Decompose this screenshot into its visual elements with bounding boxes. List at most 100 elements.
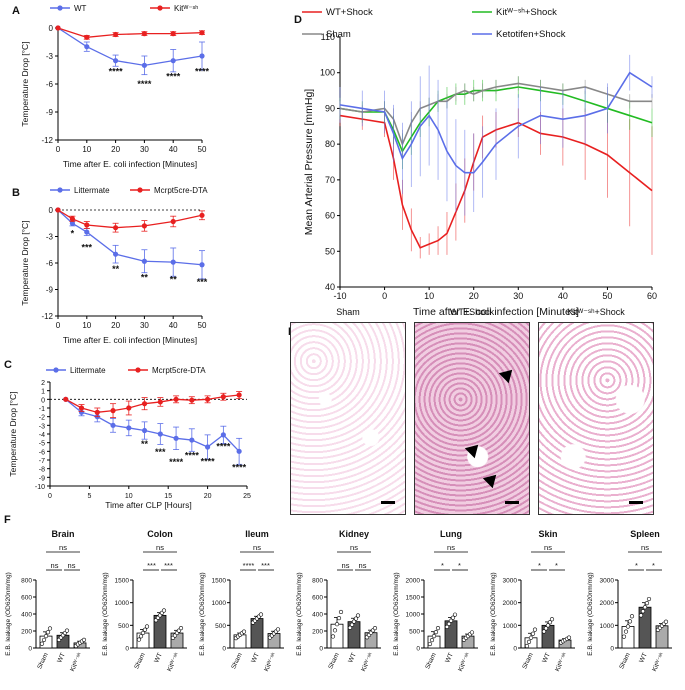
data-point bbox=[332, 628, 338, 633]
legend-marker bbox=[157, 5, 163, 11]
y-tick-label: 1000 bbox=[115, 600, 130, 607]
y-tick-label: 1000 bbox=[600, 623, 615, 630]
data-point bbox=[334, 622, 340, 627]
y-tick-label: 0 bbox=[416, 646, 420, 653]
scale-bar bbox=[381, 501, 395, 504]
x-tick-label: WT bbox=[153, 652, 164, 664]
y-tick-label: 400 bbox=[312, 612, 323, 619]
data-point bbox=[258, 612, 264, 617]
significance-label: **** bbox=[232, 462, 247, 472]
data-point bbox=[275, 627, 281, 632]
legend-label: WT bbox=[74, 4, 87, 13]
data-point bbox=[78, 405, 85, 411]
significance-label: ns bbox=[350, 543, 358, 552]
data-point bbox=[469, 630, 475, 635]
significance-label: **** bbox=[201, 456, 216, 466]
significance-label: **** bbox=[169, 457, 184, 467]
y-axis-label: E.B. leakage (OD620nm/mg) bbox=[199, 572, 206, 655]
histology-title-wt-shock: WT+Shock bbox=[449, 307, 495, 317]
x-tick-label: Sham bbox=[521, 652, 535, 670]
significance-label: * bbox=[635, 561, 638, 570]
x-tick-label: Kitᵂ⁻ˢʰ bbox=[166, 651, 181, 672]
x-axis-label: Time after E. coli infection [Minutes] bbox=[63, 335, 197, 345]
data-point bbox=[199, 212, 205, 218]
significance-label: **** bbox=[195, 67, 210, 77]
data-point bbox=[372, 626, 378, 631]
data-point bbox=[41, 637, 47, 643]
y-tick-label: 1500 bbox=[115, 578, 130, 585]
data-point bbox=[205, 444, 211, 450]
y-tick-label: 2000 bbox=[406, 578, 421, 585]
data-point bbox=[110, 408, 116, 414]
panel-letter: F bbox=[4, 514, 11, 526]
data-point bbox=[157, 399, 163, 405]
data-point bbox=[170, 30, 176, 37]
x-tick-label: WT bbox=[444, 652, 455, 664]
y-tick-label: 0 bbox=[610, 646, 614, 653]
significance-label: * bbox=[555, 561, 558, 570]
data-point bbox=[642, 605, 648, 610]
y-tick-label: 400 bbox=[21, 612, 32, 619]
data-point bbox=[646, 596, 652, 602]
series-line bbox=[57, 209, 203, 266]
x-tick-label: Kitᵂ⁻ˢʰ bbox=[360, 651, 375, 672]
legend-marker bbox=[57, 5, 63, 11]
x-tick-label: 50 bbox=[602, 291, 612, 301]
data-point bbox=[110, 422, 116, 428]
data-point bbox=[55, 207, 61, 213]
data-point bbox=[429, 637, 435, 643]
x-tick-label: -10 bbox=[333, 291, 346, 301]
y-axis-label: E.B. leakage (OD620nm/mg) bbox=[393, 572, 400, 655]
data-point bbox=[338, 609, 344, 615]
significance-label: * bbox=[652, 561, 655, 570]
significance-label: ns bbox=[156, 543, 164, 552]
y-tick-label: 1000 bbox=[406, 612, 421, 619]
legend-marker bbox=[137, 187, 143, 193]
data-point bbox=[84, 44, 90, 50]
y-tick-label: 1500 bbox=[406, 595, 421, 602]
data-point bbox=[84, 229, 90, 235]
y-tick-label: 200 bbox=[21, 629, 32, 636]
x-tick-label: 40 bbox=[558, 291, 568, 301]
y-tick-label: -4 bbox=[39, 432, 45, 439]
x-tick-label: 0 bbox=[48, 493, 52, 500]
significance-label: ** bbox=[141, 273, 149, 283]
data-point bbox=[526, 639, 532, 644]
data-point bbox=[532, 627, 538, 632]
x-tick-label: 0 bbox=[56, 321, 61, 330]
data-point bbox=[39, 641, 45, 646]
legend-label: Littermate bbox=[70, 366, 106, 375]
data-point bbox=[452, 612, 458, 617]
legend-label: Mcrpt5cre-DTA bbox=[152, 366, 206, 375]
data-point bbox=[81, 637, 87, 642]
histology-image-kit-shock bbox=[538, 322, 654, 515]
data-point bbox=[138, 634, 144, 639]
x-tick-label: 5 bbox=[87, 493, 91, 500]
scale-bar bbox=[629, 501, 643, 504]
data-point bbox=[663, 619, 669, 624]
x-tick-label: 0 bbox=[382, 291, 387, 301]
legend-marker bbox=[135, 367, 141, 373]
legend-marker bbox=[57, 187, 63, 193]
series-line bbox=[339, 82, 652, 147]
y-tick-label: 100 bbox=[320, 68, 335, 78]
data-point bbox=[126, 425, 132, 431]
x-tick-label: Sham bbox=[230, 652, 244, 670]
x-tick-label: Kitᵂ⁻ˢʰ bbox=[263, 651, 278, 672]
panel-letter: B bbox=[12, 187, 20, 199]
data-point bbox=[43, 633, 49, 639]
x-tick-label: 20 bbox=[469, 291, 479, 301]
significance-label: ** bbox=[170, 274, 178, 284]
y-tick-label: 800 bbox=[21, 578, 32, 585]
y-tick-label: 1 bbox=[41, 389, 45, 396]
data-point bbox=[170, 218, 176, 225]
y-axis-label: Temperature Drop [°C] bbox=[20, 220, 30, 305]
data-point bbox=[142, 627, 148, 632]
x-tick-label: 10 bbox=[424, 291, 434, 301]
data-point bbox=[638, 613, 644, 618]
data-point bbox=[355, 613, 361, 618]
significance-label: ns bbox=[59, 543, 67, 552]
data-point bbox=[84, 34, 90, 40]
data-point bbox=[199, 53, 205, 59]
data-point bbox=[157, 431, 163, 437]
